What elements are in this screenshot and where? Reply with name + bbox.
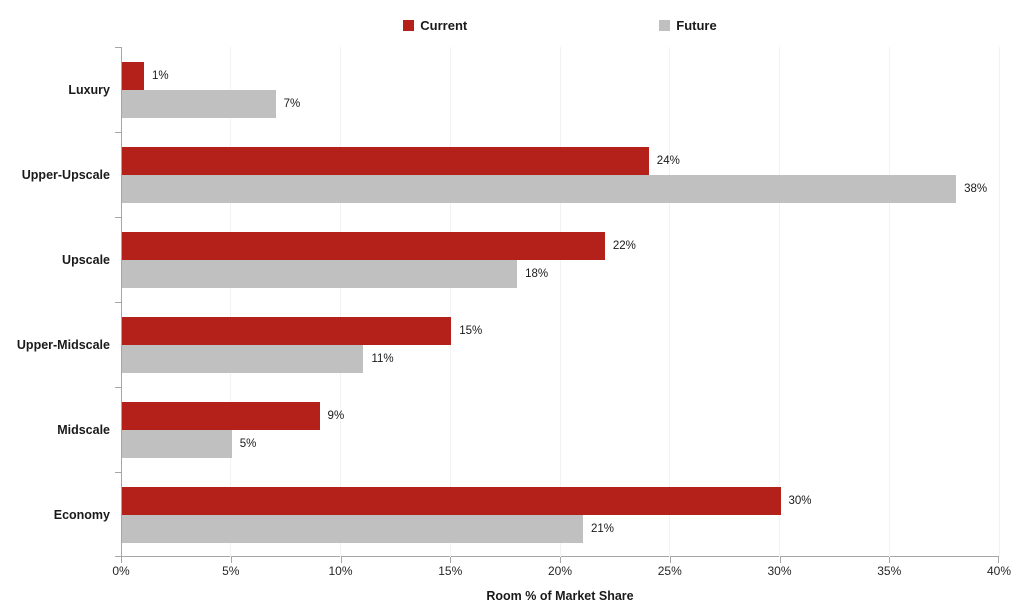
data-label: 15% — [459, 324, 483, 337]
x-axis-tick — [450, 557, 452, 563]
x-axis-tick — [560, 557, 561, 563]
legend-label-current: Current — [420, 17, 468, 33]
data-label: 21% — [590, 522, 614, 535]
data-label: 22% — [612, 239, 636, 252]
y-axis-tick — [115, 132, 121, 133]
data-label: 1% — [151, 69, 169, 82]
bar-future-upscale — [122, 259, 518, 288]
y-axis-tick — [115, 47, 121, 48]
y-axis-tick — [115, 472, 121, 473]
bar-future-midscale — [122, 429, 232, 458]
data-label: 38% — [964, 182, 988, 195]
legend: Current Future — [121, 14, 999, 36]
legend-item-current: Current — [403, 18, 467, 33]
x-axis-tick — [340, 557, 342, 563]
x-axis-tick-label: 5% — [222, 564, 240, 578]
x-axis-tick-label: 40% — [986, 564, 1012, 578]
y-axis-tick — [115, 302, 121, 303]
y-axis-line — [121, 47, 122, 557]
category-label: Upscale — [62, 252, 110, 267]
gridline — [340, 47, 341, 557]
x-axis-tick-label: 30% — [767, 564, 792, 578]
x-axis-tick-label: 20% — [547, 564, 573, 578]
x-axis-tick-label: 35% — [877, 564, 902, 578]
y-axis-tick — [115, 556, 121, 557]
legend-swatch-current-icon — [403, 19, 415, 31]
x-axis-title: Room % of Market Share — [486, 589, 634, 603]
x-axis-tick — [669, 557, 671, 563]
legend-item-future: Future — [659, 17, 717, 33]
x-axis-tick — [779, 557, 781, 563]
bar-future-luxury — [122, 89, 276, 118]
category-axis-labels: Luxury Upper-Upscale Upscale Upper-Midscale… — [0, 47, 110, 557]
gridline — [449, 47, 451, 557]
data-label: 5% — [239, 437, 257, 450]
gridline — [888, 47, 890, 557]
y-axis-tick — [115, 217, 121, 218]
category-label: Economy — [53, 507, 110, 522]
bar-current-midscale — [122, 401, 320, 430]
bar-current-upscale — [122, 231, 605, 260]
y-axis-tick — [115, 387, 121, 388]
data-label: 9% — [327, 409, 345, 422]
bar-current-luxury — [122, 61, 144, 90]
legend-label-future: Future — [676, 17, 717, 33]
gridline — [230, 47, 232, 557]
x-axis-tick-label: 10% — [328, 564, 353, 578]
gridline — [779, 47, 780, 557]
category-label: Upper-Midscale — [16, 337, 110, 352]
x-axis-tick-label: 25% — [657, 564, 682, 578]
x-axis-tick-label: 15% — [438, 564, 463, 578]
category-label: Midscale — [57, 422, 110, 437]
gridline — [559, 47, 561, 557]
data-label: 11% — [371, 352, 394, 365]
gridline — [998, 47, 1000, 557]
bar-current-upper-midscale — [122, 316, 452, 345]
data-label: 24% — [656, 154, 680, 167]
x-axis-tick-label: 0% — [112, 564, 130, 578]
x-axis-tick — [230, 557, 232, 563]
x-axis-tick — [889, 557, 891, 563]
bar-future-upper-midscale — [122, 344, 364, 373]
legend-swatch-future-icon — [659, 19, 671, 31]
plot-area: 0% 5% 10% 15% 20% 25% 30% 35% 40% 1% 7% 24% 38% 22% 18… — [112, 47, 1011, 578]
gridline — [669, 47, 671, 557]
bar-future-upper-upscale — [122, 174, 957, 203]
data-label: 18% — [525, 267, 549, 280]
x-axis-tick — [998, 557, 999, 563]
x-axis-tick — [121, 557, 122, 563]
bar-future-economy — [122, 514, 583, 543]
data-label: 7% — [283, 97, 301, 110]
bar-current-economy — [122, 486, 781, 515]
bar-current-upper-upscale — [122, 146, 649, 175]
data-label: 30% — [788, 494, 812, 507]
category-label: Luxury — [68, 82, 110, 97]
category-label: Upper-Upscale — [21, 167, 110, 182]
